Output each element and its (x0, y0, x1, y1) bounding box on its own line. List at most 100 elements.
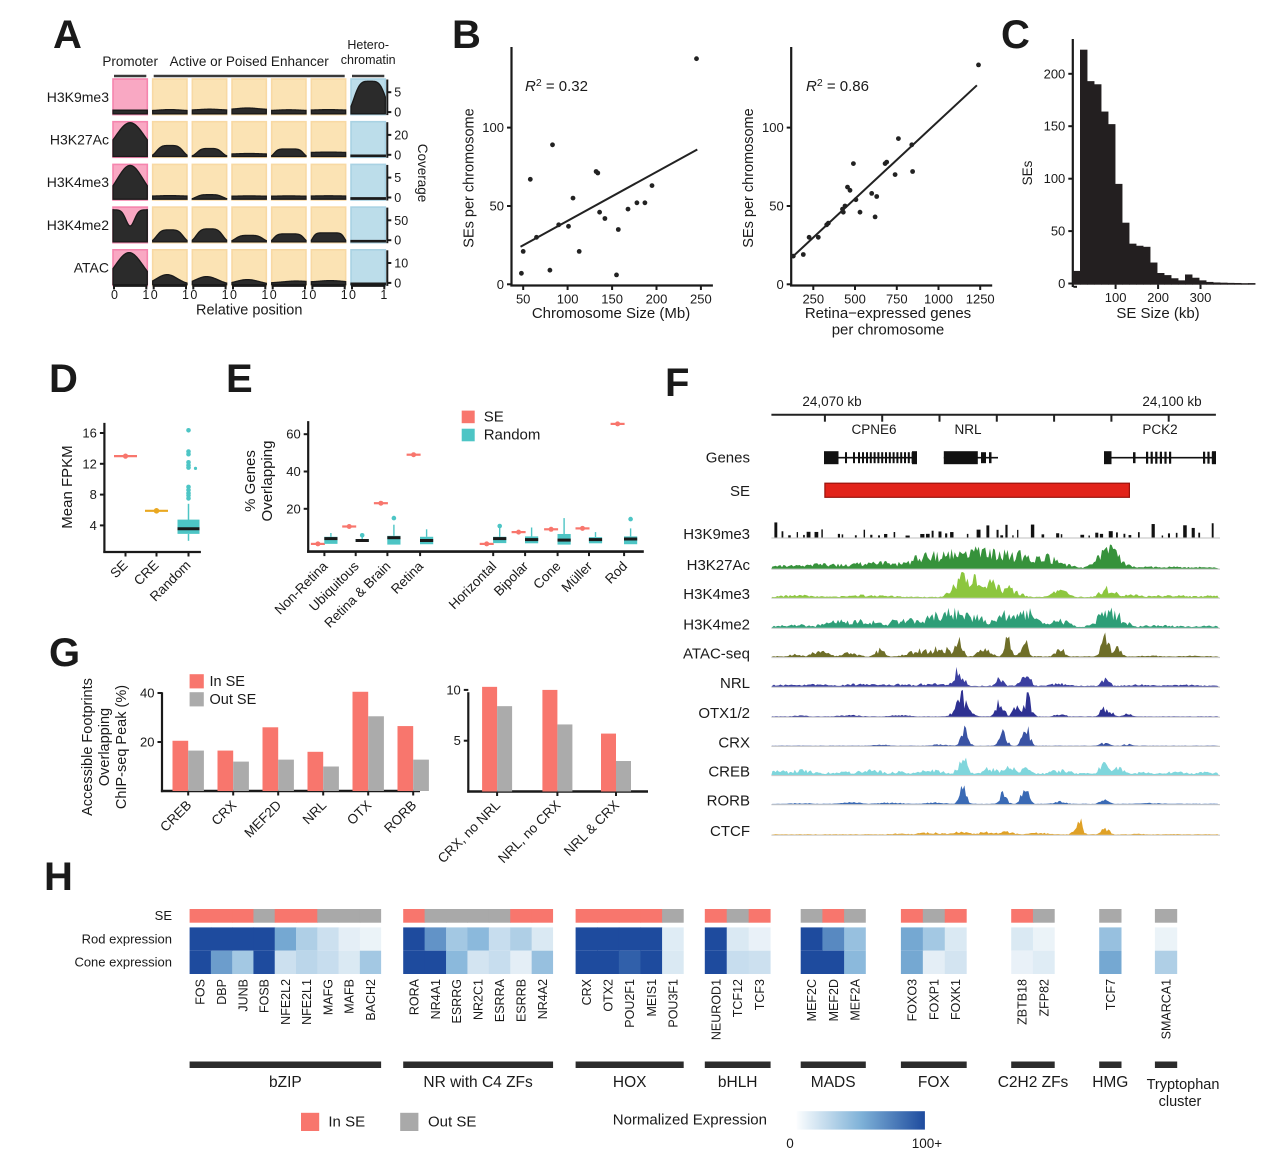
svg-text:0: 0 (309, 288, 316, 302)
svg-text:FOS: FOS (194, 979, 208, 1005)
svg-text:0: 0 (394, 234, 401, 248)
svg-text:FOXK1: FOXK1 (949, 979, 963, 1020)
svg-text:NR with C4 ZFs: NR with C4 ZFs (423, 1074, 533, 1091)
svg-text:OTX1/2: OTX1/2 (698, 705, 750, 722)
svg-text:SEs per chromosome: SEs per chromosome (462, 108, 478, 247)
svg-text:750: 750 (886, 292, 908, 307)
svg-text:H3K4me2: H3K4me2 (683, 616, 750, 633)
svg-text:TCF3: TCF3 (753, 979, 767, 1010)
svg-text:0: 0 (776, 277, 783, 292)
svg-text:FOX: FOX (918, 1074, 951, 1091)
svg-text:TCF7: TCF7 (1104, 979, 1118, 1010)
svg-text:H3K9me3: H3K9me3 (47, 89, 109, 105)
svg-text:E: E (226, 357, 253, 401)
svg-text:0: 0 (1058, 276, 1065, 291)
svg-text:40: 40 (286, 464, 300, 479)
svg-text:50: 50 (490, 199, 504, 214)
svg-text:ESRRB: ESRRB (514, 979, 528, 1022)
svg-text:H3K9me3: H3K9me3 (683, 526, 750, 543)
svg-text:Cone expression: Cone expression (74, 955, 172, 970)
svg-text:HOX: HOX (613, 1074, 647, 1091)
svg-text:MAFB: MAFB (343, 979, 357, 1014)
svg-text:0: 0 (394, 191, 401, 205)
svg-text:ESRRA: ESRRA (493, 978, 507, 1022)
svg-text:0: 0 (190, 288, 197, 302)
svg-text:B: B (452, 13, 481, 57)
svg-text:RORB: RORB (707, 793, 750, 810)
svg-text:Out SE: Out SE (210, 692, 257, 708)
svg-text:NRL: NRL (720, 675, 750, 692)
svg-text:5: 5 (394, 171, 401, 185)
svg-text:Mean FPKM: Mean FPKM (59, 445, 76, 528)
svg-text:Overlapping: Overlapping (97, 708, 113, 786)
svg-text:OTX2: OTX2 (602, 979, 616, 1012)
svg-text:CRX: CRX (718, 734, 750, 751)
svg-text:HMG: HMG (1092, 1074, 1128, 1091)
svg-text:Hetero-: Hetero- (347, 38, 389, 52)
svg-text:Relative position: Relative position (196, 302, 302, 318)
svg-text:50: 50 (769, 199, 783, 214)
svg-text:20: 20 (286, 501, 300, 516)
svg-text:100+: 100+ (912, 1136, 943, 1151)
svg-text:per chromosome: per chromosome (832, 322, 945, 339)
svg-text:CPNE6: CPNE6 (851, 422, 896, 437)
svg-text:H: H (44, 855, 73, 899)
svg-text:4: 4 (90, 518, 97, 533)
svg-text:ATAC: ATAC (74, 260, 109, 276)
svg-text:150: 150 (601, 292, 623, 307)
svg-text:200: 200 (1147, 290, 1169, 305)
svg-text:CTCF: CTCF (710, 823, 750, 840)
svg-text:H3K4me3: H3K4me3 (683, 586, 750, 603)
svg-text:250: 250 (690, 292, 712, 307)
svg-text:H3K4me3: H3K4me3 (47, 174, 109, 190)
svg-text:bHLH: bHLH (718, 1074, 758, 1091)
svg-text:Genes: Genes (706, 450, 750, 467)
svg-text:TCF12: TCF12 (731, 979, 745, 1017)
svg-text:1: 1 (222, 288, 229, 302)
svg-text:Active or Poised Enhancer: Active or Poised Enhancer (170, 54, 330, 69)
svg-text:Accessible Footprints: Accessible Footprints (80, 678, 96, 816)
svg-text:SEs per chromosome: SEs per chromosome (741, 108, 757, 247)
svg-text:24,070 kb: 24,070 kb (802, 394, 861, 409)
svg-text:100: 100 (557, 292, 579, 307)
svg-text:FOXO3: FOXO3 (905, 979, 919, 1021)
svg-text:50: 50 (1051, 224, 1065, 239)
svg-text:DBP: DBP (215, 979, 229, 1005)
svg-text:CRX: CRX (580, 978, 594, 1005)
svg-text:1: 1 (341, 288, 348, 302)
svg-text:Coverage: Coverage (415, 144, 430, 203)
svg-text:chromatin: chromatin (341, 53, 396, 67)
svg-text:MAFG: MAFG (321, 979, 335, 1015)
svg-text:H3K27Ac: H3K27Ac (687, 557, 751, 574)
svg-text:10: 10 (394, 257, 408, 271)
svg-text:POU2F1: POU2F1 (623, 979, 637, 1028)
svg-text:NR4A1: NR4A1 (429, 979, 443, 1019)
svg-text:16: 16 (82, 426, 96, 441)
svg-text:5: 5 (454, 733, 461, 748)
svg-text:50: 50 (516, 292, 530, 307)
svg-text:MEF2C: MEF2C (805, 979, 819, 1021)
svg-text:MEF2A: MEF2A (848, 978, 862, 1020)
svg-text:0: 0 (270, 288, 277, 302)
svg-text:100: 100 (1105, 290, 1127, 305)
svg-text:R2 = 0.32: R2 = 0.32 (525, 77, 588, 95)
svg-text:FOSB: FOSB (258, 979, 272, 1013)
svg-text:0: 0 (230, 288, 237, 302)
svg-text:1: 1 (301, 288, 308, 302)
svg-text:SEs: SEs (1020, 160, 1035, 185)
svg-text:MEF2D: MEF2D (827, 979, 841, 1021)
svg-text:300: 300 (1190, 290, 1212, 305)
svg-text:ATAC-seq: ATAC-seq (683, 646, 750, 663)
svg-text:G: G (49, 631, 80, 675)
svg-text:% Genes: % Genes (242, 450, 259, 512)
svg-text:1: 1 (182, 288, 189, 302)
svg-text:0: 0 (497, 277, 504, 292)
svg-text:Overlapping: Overlapping (259, 441, 276, 522)
svg-text:ZFP82: ZFP82 (1037, 979, 1051, 1017)
svg-text:D: D (49, 357, 78, 401)
svg-text:500: 500 (844, 292, 866, 307)
svg-text:R2 = 0.86: R2 = 0.86 (806, 77, 869, 95)
svg-text:MEIS1: MEIS1 (645, 979, 659, 1017)
svg-text:24,100 kb: 24,100 kb (1142, 394, 1201, 409)
svg-text:1: 1 (380, 288, 387, 302)
